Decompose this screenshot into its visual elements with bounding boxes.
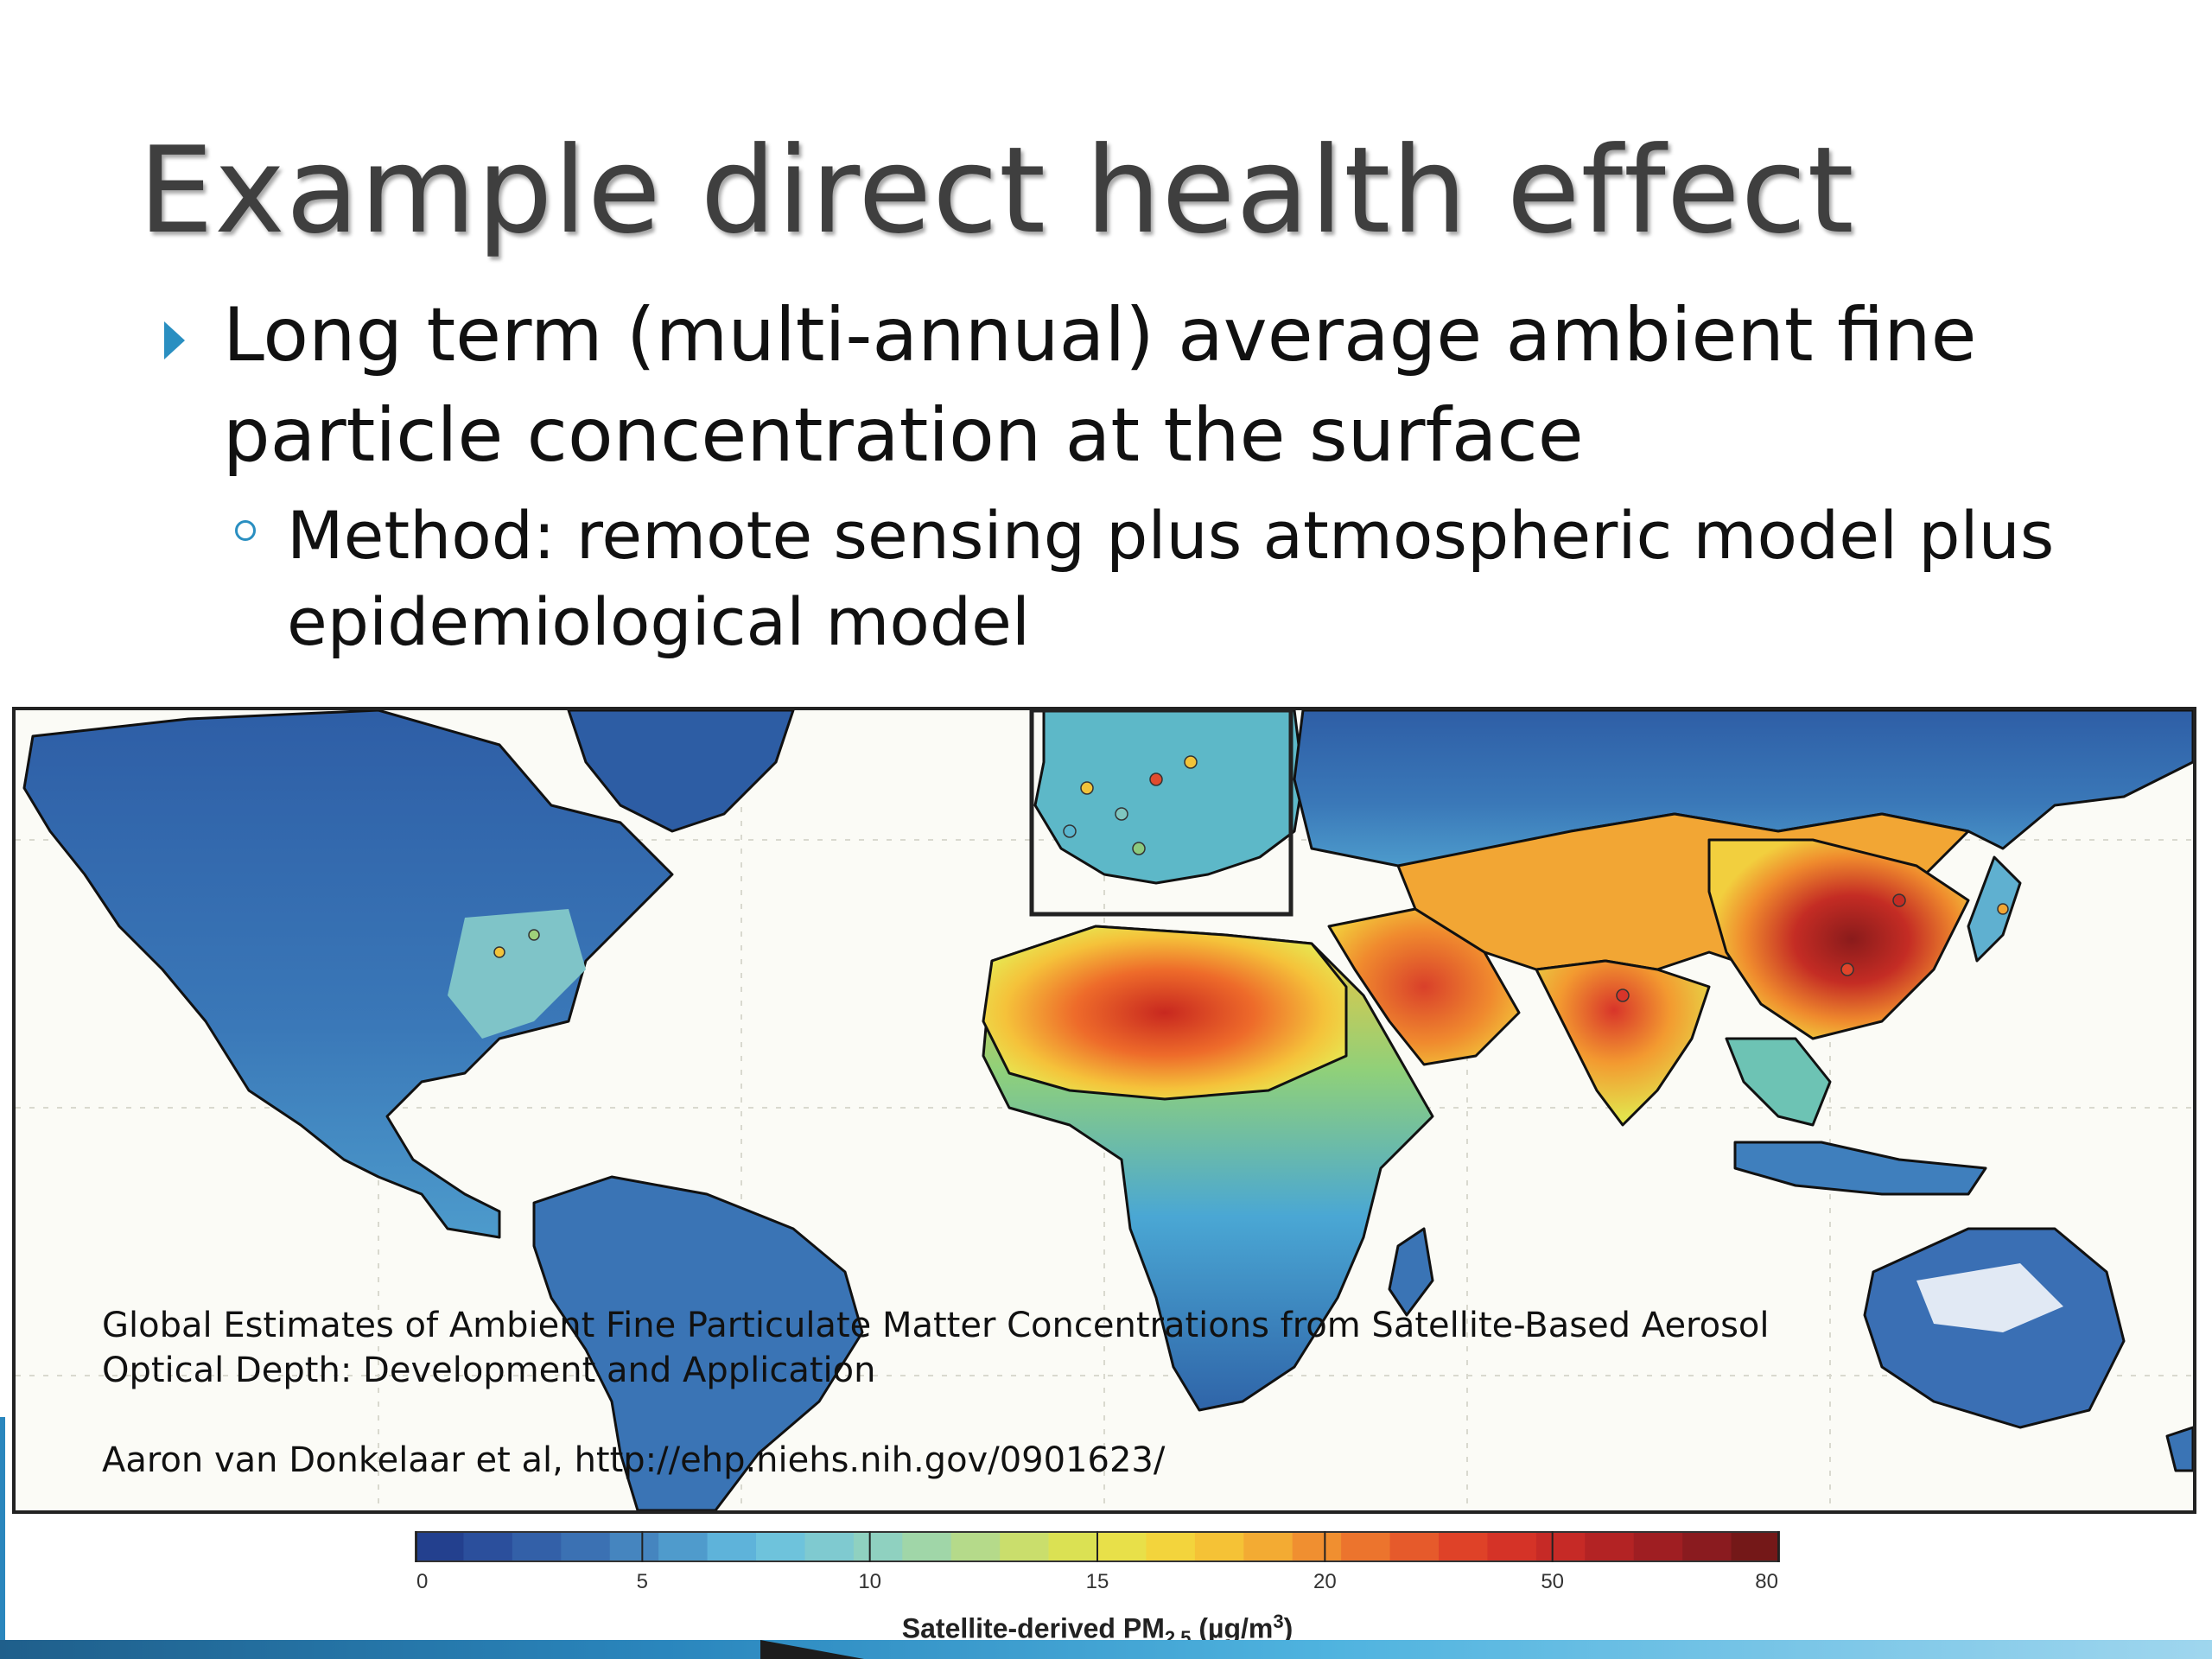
color-swatch — [1243, 1531, 1294, 1562]
color-swatch — [609, 1531, 659, 1562]
legend-tick-label: 50 — [1541, 1570, 1564, 1593]
legend-tick-label: 80 — [1755, 1570, 1778, 1593]
citation-title-line2: Optical Depth: Development and Applicati… — [102, 1351, 876, 1390]
color-swatch — [658, 1531, 709, 1562]
color-swatch — [1731, 1531, 1780, 1562]
color-swatch — [1097, 1531, 1147, 1562]
europe-inset-frame — [1029, 710, 1294, 917]
legend-tick-label: 5 — [637, 1570, 648, 1593]
slide-left-accent — [0, 1417, 5, 1640]
legend-unit-superscript: 3 — [1273, 1611, 1284, 1632]
color-swatch — [1439, 1531, 1488, 1562]
color-swatch — [1146, 1531, 1196, 1562]
color-bar: 0 5 10 15 20 50 80 — [415, 1531, 1780, 1593]
color-swatch — [1633, 1531, 1683, 1562]
slide-footer-wedge — [760, 1640, 864, 1659]
circle-bullet-icon — [235, 520, 256, 541]
color-swatch — [804, 1531, 855, 1562]
slide-title: Example direct health effect — [138, 121, 1855, 260]
bullet-level2: Method: remote sensing plus atmospheric … — [235, 493, 2145, 665]
pm25-world-map — [12, 707, 2196, 1514]
legend-tick-label: 0 — [416, 1570, 428, 1593]
color-swatch — [1341, 1531, 1391, 1562]
color-swatch — [463, 1531, 513, 1562]
color-swatch — [1682, 1531, 1732, 1562]
color-swatch — [902, 1531, 952, 1562]
legend-title-main: Satellite-derived PM — [901, 1612, 1165, 1644]
color-swatch — [950, 1531, 1001, 1562]
color-swatch — [853, 1531, 903, 1562]
triangle-bullet-icon — [164, 321, 185, 359]
bullet-level1: Long term (multi-annual) average ambient… — [164, 285, 2124, 486]
color-swatch — [512, 1531, 562, 1562]
color-swatch — [1487, 1531, 1537, 1562]
legend-unit-close: ) — [1283, 1612, 1294, 1644]
legend-title: Satellite-derived PM2.5 (µg/m3) — [415, 1611, 1780, 1649]
map-graphic — [16, 710, 2193, 1510]
color-scale-legend: 0 5 10 15 20 50 80 Satellite-derived PM2.5 (µg… — [415, 1531, 1780, 1649]
citation-block: Global Estimates of Ambient Fine Particu… — [102, 1303, 2089, 1483]
color-swatch — [1048, 1531, 1098, 1562]
color-swatch — [415, 1531, 464, 1562]
color-swatch — [1000, 1531, 1050, 1562]
legend-tick-label: 10 — [858, 1570, 881, 1593]
color-swatch — [756, 1531, 805, 1562]
color-swatch — [1194, 1531, 1244, 1562]
color-swatch — [1535, 1531, 1586, 1562]
bullet-level2-text: Method: remote sensing plus atmospheric … — [287, 497, 2055, 660]
color-swatch — [1389, 1531, 1440, 1562]
color-swatch — [707, 1531, 757, 1562]
color-swatch — [1585, 1531, 1635, 1562]
color-swatch — [561, 1531, 611, 1562]
citation-author-line: Aaron van Donkelaar et al, http://ehp.ni… — [102, 1440, 1166, 1480]
citation-title-line1: Global Estimates of Ambient Fine Particu… — [102, 1306, 1770, 1345]
legend-tick-label: 20 — [1313, 1570, 1337, 1593]
bullet-level1-text: Long term (multi-annual) average ambient… — [223, 292, 1977, 479]
slide-footer-bar — [0, 1640, 2212, 1659]
color-swatch — [1292, 1531, 1342, 1562]
legend-tick-label: 15 — [1086, 1570, 1109, 1593]
legend-unit-open: (µg/m — [1191, 1612, 1274, 1644]
